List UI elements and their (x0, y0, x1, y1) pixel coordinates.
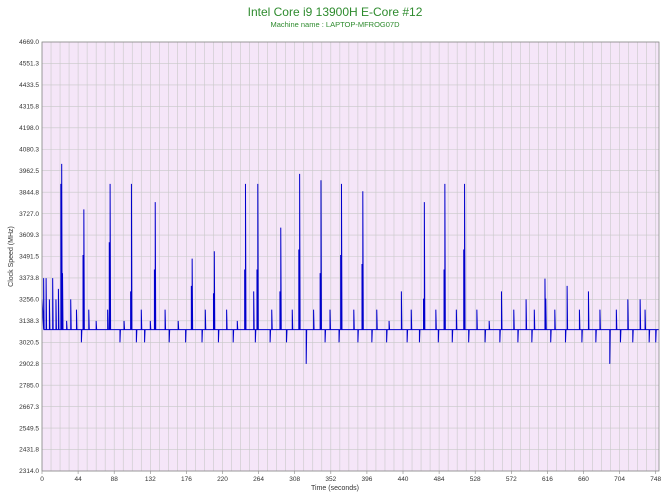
x-tick-label: 616 (542, 476, 553, 483)
chart-subtitle: Machine name : LAPTOP-MFROG07D (270, 20, 400, 29)
y-tick-label: 3491.5 (19, 254, 39, 261)
x-tick-label: 176 (181, 476, 192, 483)
y-tick-label: 3138.3 (19, 318, 39, 325)
x-tick-label: 660 (578, 476, 589, 483)
plot-border (41, 41, 660, 472)
x-tick-label: 572 (506, 476, 517, 483)
x-tick-label: 132 (145, 476, 156, 483)
y-tick-label: 3844.8 (19, 189, 39, 196)
grid (41, 41, 659, 472)
y-tick-label: 4198.0 (19, 125, 39, 132)
x-axis-label: Time (seconds) (311, 485, 359, 492)
x-tick-label: 528 (470, 476, 481, 483)
y-tick-label: 4669.0 (19, 39, 39, 46)
x-tick-label: 0 (40, 476, 44, 483)
x-tick-label: 264 (253, 476, 264, 483)
x-tick-label: 704 (614, 476, 625, 483)
y-tick-label: 3373.8 (19, 275, 39, 282)
y-tick-label: 3020.5 (19, 340, 39, 347)
x-tick-label: 352 (325, 476, 336, 483)
y-tick-label: 2314.0 (19, 468, 39, 475)
y-tick-label: 2785.0 (19, 382, 39, 389)
y-axis-ticks: 2314.0 2431.8 2549.5 2667.3 2785.0 2902.8 3020… (19, 39, 39, 475)
y-tick-label: 2431.8 (19, 447, 39, 454)
y-tick-label: 4551.3 (19, 61, 39, 68)
y-tick-label: 3962.5 (19, 168, 39, 175)
x-tick-label: 308 (289, 476, 300, 483)
x-tick-label: 44 (74, 476, 82, 483)
x-tick-label: 748 (650, 476, 661, 483)
chart-title: Intel Core i9 13900H E-Core #12 (248, 5, 423, 19)
x-tick-label: 88 (111, 476, 119, 483)
y-tick-label: 4080.3 (19, 146, 39, 153)
y-tick-label: 3727.0 (19, 211, 39, 218)
x-axis-ticks: 0 44 88 132 176 220 264 308 352 396 440 484 528 572 61… (40, 471, 662, 483)
y-tick-label: 2667.3 (19, 404, 39, 411)
x-tick-label: 220 (217, 476, 228, 483)
y-tick-label: 2549.5 (19, 425, 39, 432)
x-tick-label: 440 (398, 476, 409, 483)
series-line-clock-speed (41, 163, 659, 364)
y-tick-label: 2902.8 (19, 361, 39, 368)
y-tick-label: 3609.3 (19, 232, 39, 239)
y-tick-label: 3256.0 (19, 297, 39, 304)
x-tick-label: 396 (361, 476, 372, 483)
y-tick-label: 4315.8 (19, 104, 39, 111)
x-tick-label: 484 (434, 476, 445, 483)
y-axis-label: Clock Speed (MHz) (8, 226, 15, 287)
y-tick-label: 4433.5 (19, 82, 39, 89)
